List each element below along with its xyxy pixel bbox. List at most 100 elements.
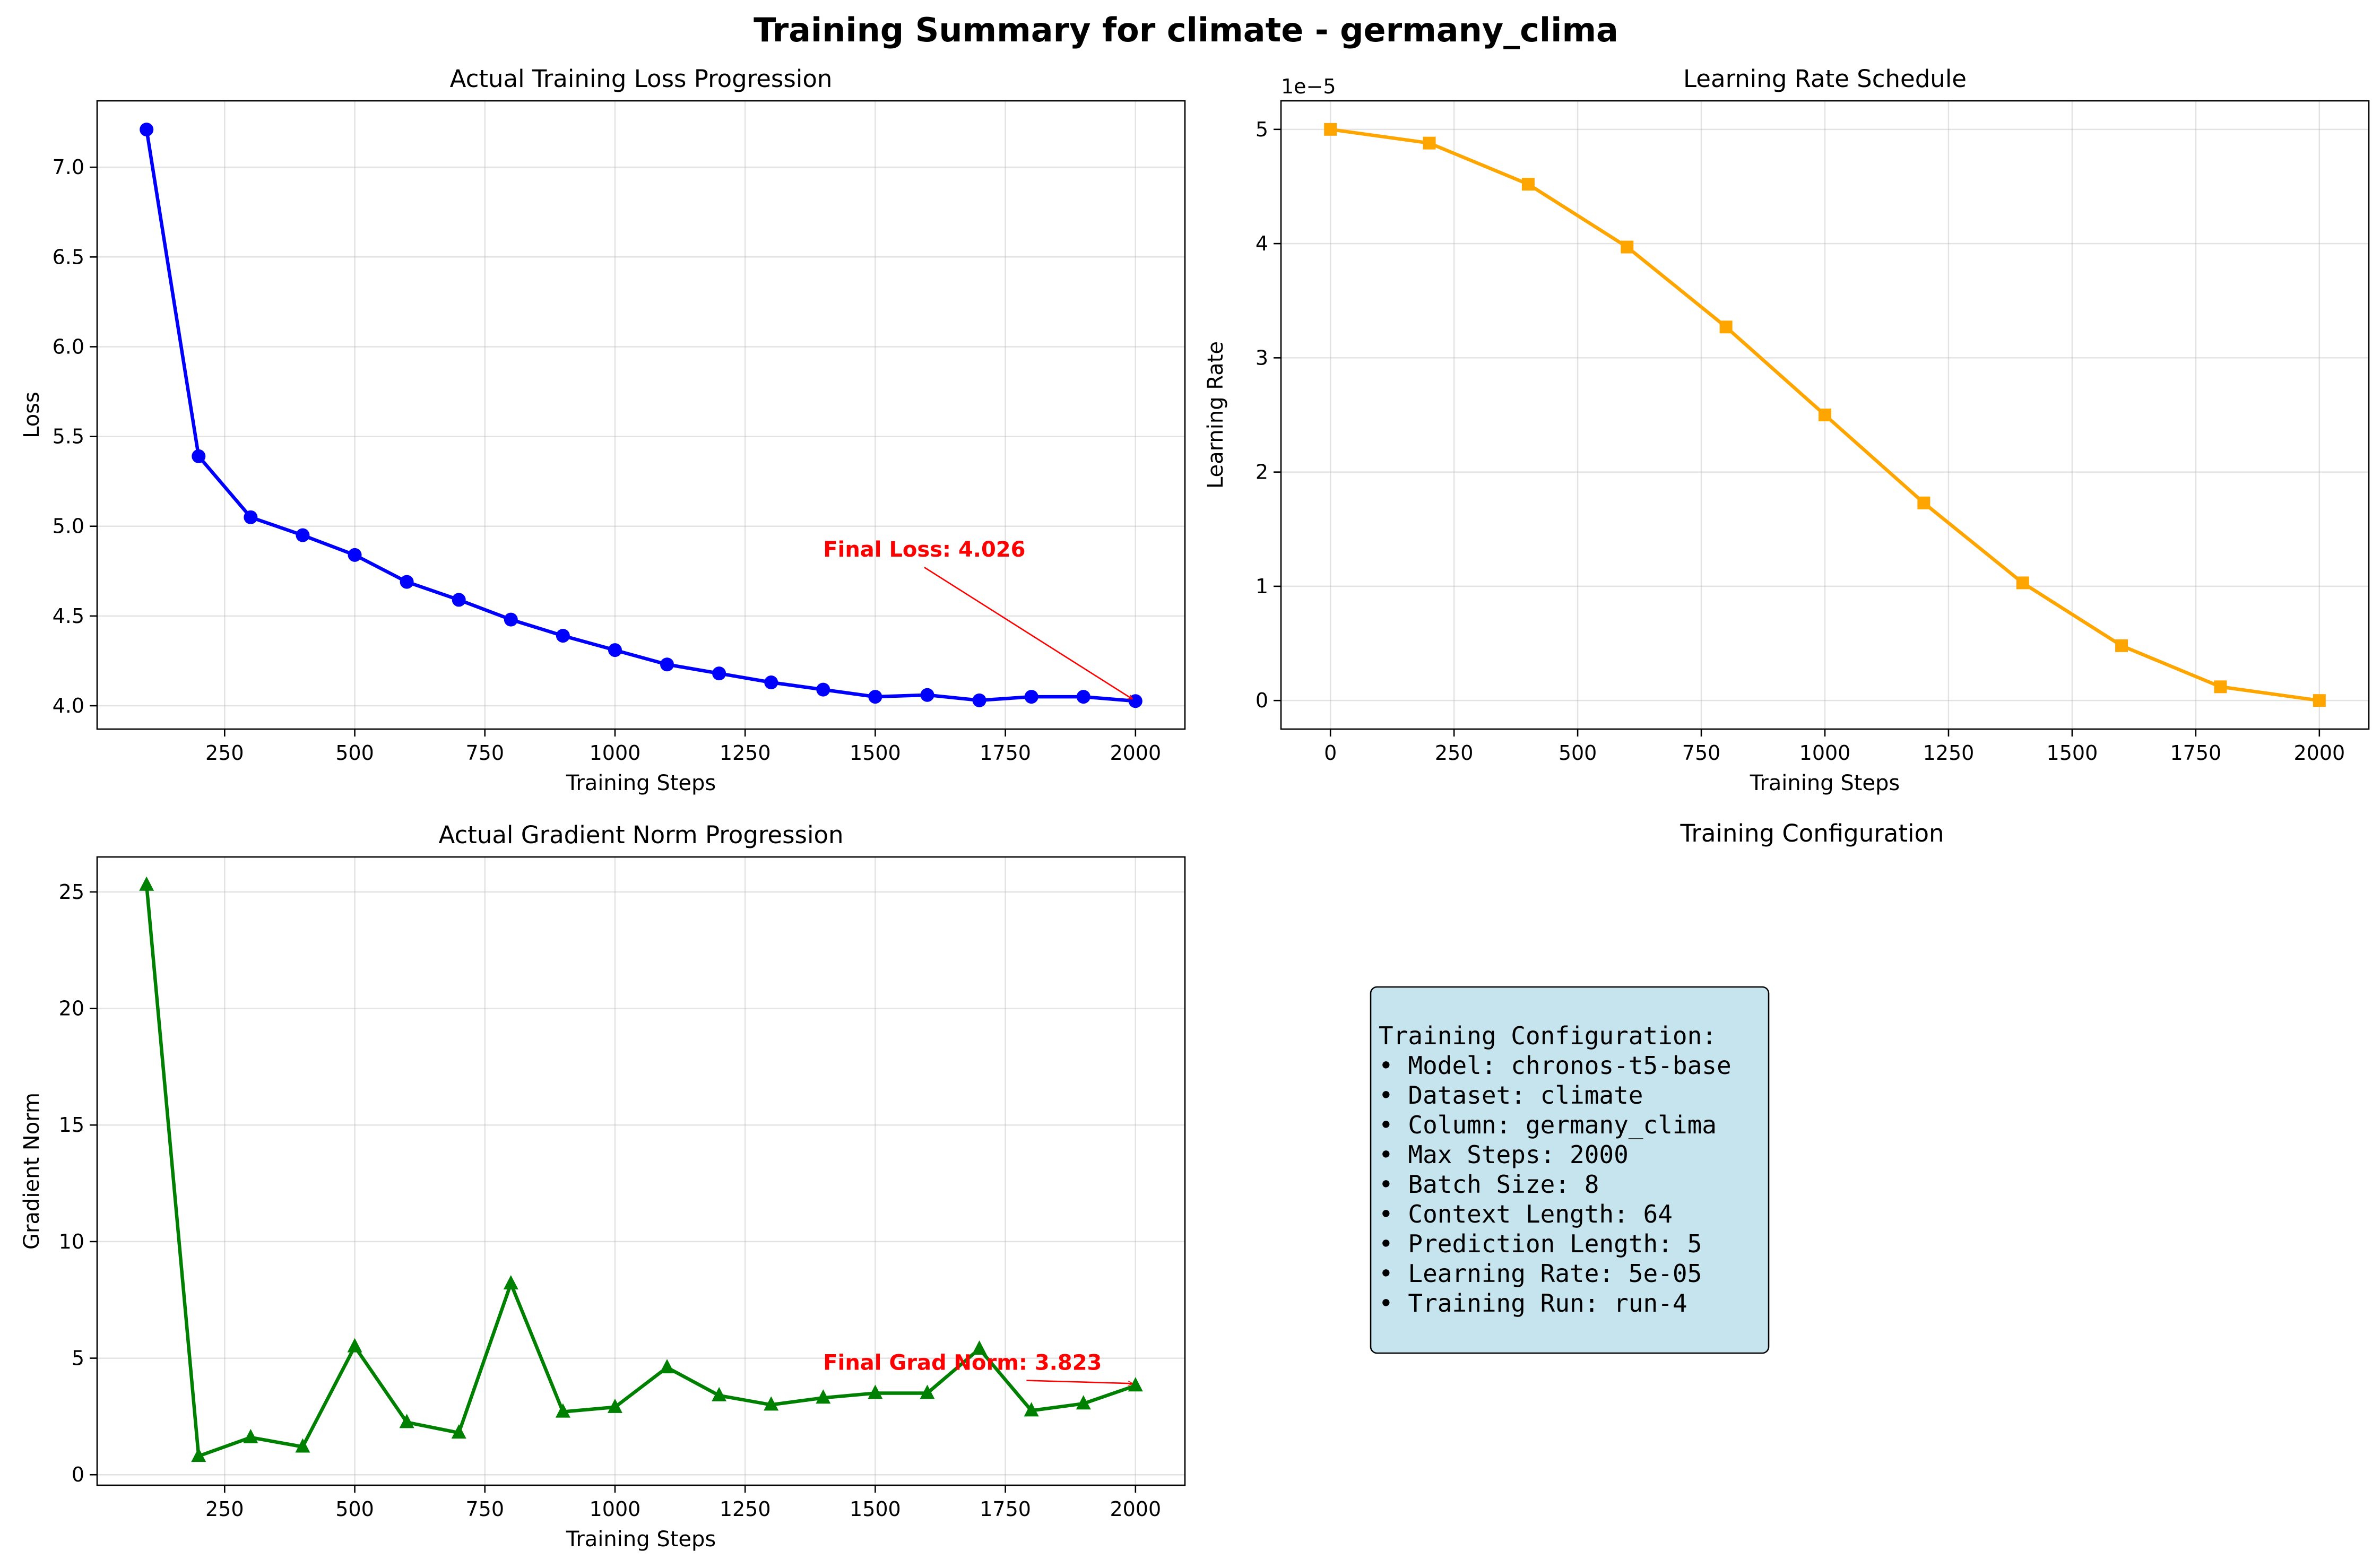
data-point bbox=[608, 643, 622, 657]
config-text: Training Configuration: • Model: chronos-… bbox=[1379, 1021, 1732, 1318]
x-tick-label: 750 bbox=[1682, 741, 1721, 765]
axes-frame bbox=[96, 856, 1186, 1486]
y-tick-label: 1 bbox=[1256, 575, 1268, 598]
axes-frame bbox=[96, 100, 1186, 730]
grid bbox=[97, 857, 1185, 1485]
annotation-arrow bbox=[924, 567, 1132, 699]
x-axis-label: Training Steps bbox=[1750, 771, 1900, 795]
y-tick-label: 3 bbox=[1256, 346, 1268, 369]
config-line: • Batch Size: 8 bbox=[1379, 1170, 1599, 1199]
chart-title: Actual Training Loss Progression bbox=[450, 65, 833, 93]
config-line: • Training Run: run-4 bbox=[1379, 1289, 1687, 1318]
x-tick-label: 250 bbox=[1435, 741, 1474, 765]
y-tick-label: 0 bbox=[1256, 689, 1268, 712]
data-point bbox=[712, 1387, 727, 1401]
figure-title: Training Summary for climate - germany_c… bbox=[754, 11, 1618, 49]
series-line bbox=[144, 885, 1136, 1458]
x-tick-label: 500 bbox=[335, 741, 374, 765]
data-point bbox=[244, 510, 258, 524]
x-tick-label: 1750 bbox=[980, 1497, 1031, 1521]
data-point bbox=[1024, 690, 1038, 704]
x-tick-label: 250 bbox=[205, 741, 244, 765]
y-axis-label: Gradient Norm bbox=[20, 1093, 44, 1250]
data-point bbox=[503, 1275, 518, 1289]
x-tick-label: 1000 bbox=[590, 741, 641, 765]
data-point bbox=[1128, 694, 1142, 708]
data-point bbox=[243, 1428, 258, 1443]
data-point bbox=[660, 657, 674, 672]
data-point bbox=[139, 876, 154, 891]
annotation-arrow bbox=[1026, 1380, 1132, 1384]
x-tick-label: 750 bbox=[465, 741, 504, 765]
data-point bbox=[295, 1438, 310, 1453]
data-point bbox=[451, 1424, 466, 1439]
chart-title: Learning Rate Schedule bbox=[1683, 65, 1967, 93]
y-tick-label: 5.0 bbox=[53, 515, 84, 538]
config-line: • Context Length: 64 bbox=[1379, 1200, 1673, 1228]
data-point bbox=[1128, 1377, 1143, 1392]
y-tick-label: 6.5 bbox=[53, 245, 84, 268]
loss-chart: 250 500 750 1000 1250 1500 1750 2000 4.0 4.5 5.0 5.… bbox=[20, 65, 1186, 795]
data-point bbox=[1521, 178, 1535, 191]
y-tick-label: 5 bbox=[72, 1347, 84, 1370]
y-tick-label: 5.5 bbox=[53, 425, 84, 448]
data-point bbox=[1423, 136, 1436, 150]
y-tick-label: 2 bbox=[1256, 461, 1268, 484]
config-line: • Model: chronos-t5-base bbox=[1379, 1051, 1732, 1080]
y-tick-label: 7.0 bbox=[53, 155, 84, 179]
data-point bbox=[555, 1403, 570, 1418]
data-point bbox=[816, 1389, 831, 1404]
x-tick-label: 1750 bbox=[980, 741, 1031, 765]
x-tick-label: 1000 bbox=[590, 1497, 641, 1521]
data-point bbox=[2115, 639, 2128, 652]
config-line: • Dataset: climate bbox=[1379, 1081, 1643, 1110]
config-panel-title: Training Configuration bbox=[1680, 819, 1944, 847]
x-tick-label: 2000 bbox=[1110, 1497, 1161, 1521]
data-point bbox=[764, 1396, 779, 1411]
data-point bbox=[868, 690, 882, 704]
x-tick-label: 1250 bbox=[720, 741, 771, 765]
series-line bbox=[144, 129, 1136, 703]
data-point bbox=[399, 1414, 414, 1428]
data-point bbox=[607, 1398, 622, 1413]
data-point bbox=[1076, 690, 1090, 704]
y-tick-label: 4.5 bbox=[53, 604, 84, 628]
data-point bbox=[712, 666, 726, 681]
y-tick-label: 0 bbox=[72, 1463, 84, 1486]
config-line: • Max Steps: 2000 bbox=[1379, 1140, 1629, 1169]
data-point bbox=[972, 693, 986, 707]
config-line: • Learning Rate: 5e-05 bbox=[1379, 1259, 1702, 1288]
x-tick-label: 1500 bbox=[850, 1497, 901, 1521]
x-tick-label: 2000 bbox=[1110, 741, 1161, 765]
config-panel: Training Configuration Training Configur… bbox=[1370, 819, 1944, 1354]
config-box bbox=[1370, 986, 1770, 1354]
data-point bbox=[1917, 496, 1931, 509]
config-line: • Column: germany_clima bbox=[1379, 1111, 1717, 1139]
data-point bbox=[816, 682, 830, 697]
data-point bbox=[504, 612, 518, 627]
data-point bbox=[140, 123, 154, 137]
x-tick-label: 1500 bbox=[850, 741, 901, 765]
data-point bbox=[920, 1384, 935, 1399]
data-point bbox=[400, 575, 414, 589]
data-point bbox=[920, 688, 934, 702]
annotation-label: Final Loss: 4.026 bbox=[823, 538, 1025, 562]
x-tick-label: 1250 bbox=[1923, 741, 1975, 765]
x-tick-label: 0 bbox=[1324, 741, 1337, 765]
y-tick-label: 25 bbox=[59, 880, 84, 904]
data-point bbox=[1324, 123, 1337, 136]
y-tick-label: 5 bbox=[1256, 118, 1268, 141]
data-point bbox=[347, 1338, 362, 1353]
x-tick-label: 1250 bbox=[720, 1497, 771, 1521]
chart-title: Actual Gradient Norm Progression bbox=[438, 821, 843, 849]
data-point bbox=[296, 528, 310, 542]
data-point bbox=[192, 449, 206, 463]
learning-rate-chart: 0 250 500 750 1000 1250 1500 1750 2000 0 1 2 3 4 5 Lear… bbox=[1204, 65, 2370, 795]
x-axis-label: Training Steps bbox=[566, 771, 716, 795]
y-tick-label: 4 bbox=[1256, 232, 1268, 255]
y-tick-label: 20 bbox=[59, 997, 84, 1020]
y-tick-label: 10 bbox=[59, 1230, 84, 1253]
y-axis-label: Loss bbox=[20, 392, 44, 438]
config-line: Training Configuration: bbox=[1379, 1021, 1717, 1050]
axis-offset-label: 1e−5 bbox=[1281, 75, 1336, 98]
